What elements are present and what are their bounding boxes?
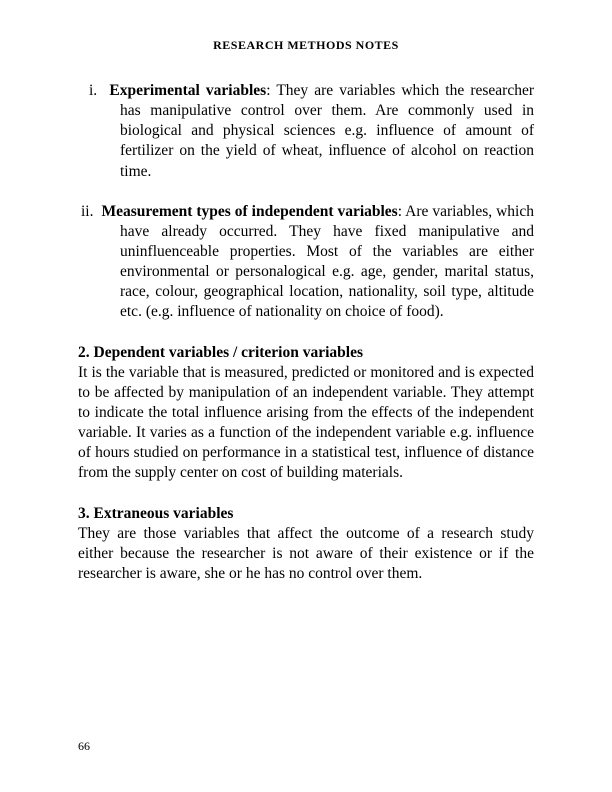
list-label-i: Experimental variables [109,82,266,99]
list-marker-i: i. [89,82,97,99]
section-2-heading: 2. Dependent variables / criterion varia… [78,343,534,363]
section-2: 2. Dependent variables / criterion varia… [78,343,534,484]
list-item-ii: ii. Measurement types of independent var… [78,202,534,323]
section-3: 3. Extraneous variables They are those v… [78,504,534,585]
header-title: RESEARCH METHODS NOTES [213,38,399,52]
page-number: 66 [78,739,90,754]
page-header: RESEARCH METHODS NOTES [78,38,534,53]
section-3-heading: 3. Extraneous variables [78,504,534,524]
list-text-ii: : Are variables, which have already occu… [120,203,534,321]
page-number-value: 66 [78,739,90,753]
list-label-ii: Measurement types of independent variabl… [101,203,397,220]
list-item-i: i. Experimental variables: They are vari… [78,81,534,182]
list-marker-ii: ii. [81,203,94,220]
section-3-body: They are those variables that affect the… [78,524,534,584]
section-2-body: It is the variable that is measured, pre… [78,363,534,484]
